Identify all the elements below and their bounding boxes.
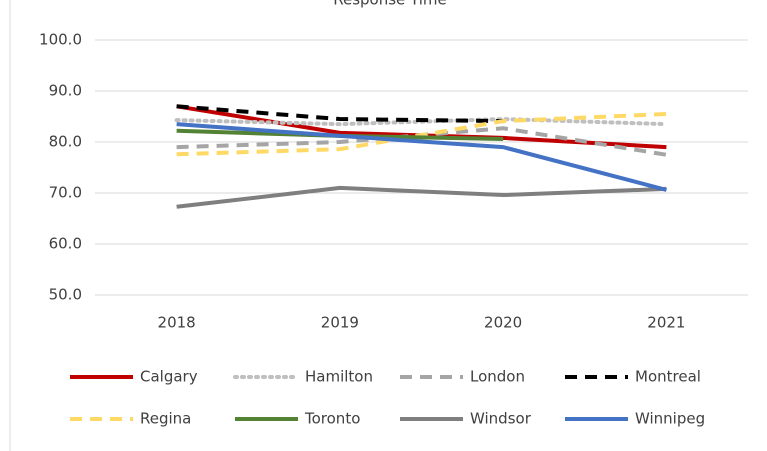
legend-label: Calgary <box>140 368 198 386</box>
series-line <box>176 185 667 209</box>
x-tick-label: 2019 <box>321 314 359 332</box>
y-tick-label: 100.0 <box>39 31 82 49</box>
legend-label: Hamilton <box>305 368 373 386</box>
y-tick-label: 50.0 <box>49 286 82 304</box>
x-tick-label: 2021 <box>647 314 685 332</box>
series-line <box>176 104 504 124</box>
chart-title: Response Time <box>333 0 447 9</box>
legend-label: Windsor <box>470 410 532 428</box>
y-tick-label: 80.0 <box>49 133 82 151</box>
legend-label: Regina <box>140 410 191 428</box>
legend-label: Winnipeg <box>635 410 705 428</box>
legend-label: Montreal <box>635 368 701 386</box>
legend-label: Toronto <box>304 410 360 428</box>
series-line <box>176 111 667 157</box>
y-tick-label: 90.0 <box>49 82 82 100</box>
x-tick-label: 2018 <box>158 314 196 332</box>
x-tick-label: 2020 <box>484 314 522 332</box>
y-tick-label: 60.0 <box>49 235 82 253</box>
y-tick-label: 70.0 <box>49 184 82 202</box>
series-line <box>176 122 667 192</box>
legend-label: London <box>470 368 525 386</box>
